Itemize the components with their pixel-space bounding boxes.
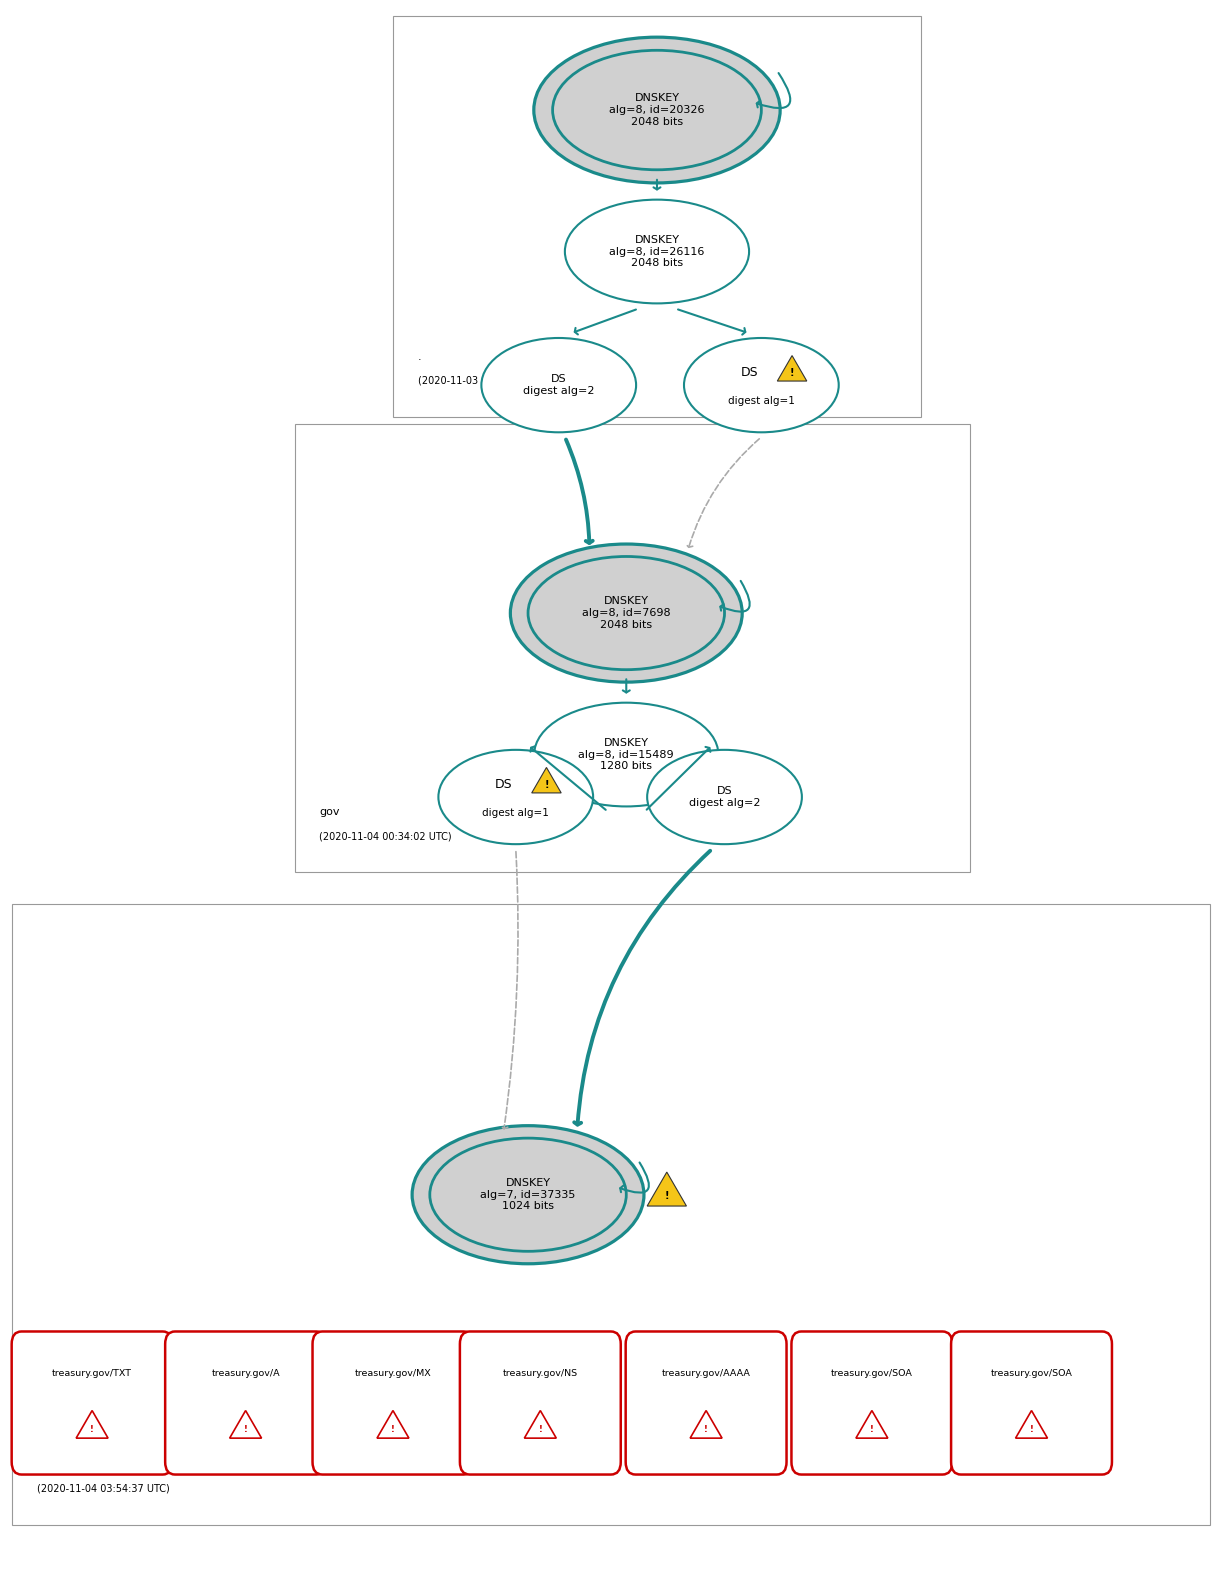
Polygon shape: [1016, 1410, 1047, 1438]
Ellipse shape: [413, 1126, 643, 1264]
Text: DNSKEY
alg=8, id=7698
2048 bits: DNSKEY alg=8, id=7698 2048 bits: [582, 596, 670, 630]
Text: (2020-11-04 00:34:02 UTC): (2020-11-04 00:34:02 UTC): [319, 832, 452, 841]
Text: DS
digest alg=2: DS digest alg=2: [689, 786, 760, 808]
Text: treasury.gov/TXT: treasury.gov/TXT: [52, 1369, 133, 1379]
Ellipse shape: [684, 338, 839, 432]
Ellipse shape: [647, 750, 802, 844]
Text: treasury.gov/SOA: treasury.gov/SOA: [831, 1369, 912, 1379]
Text: treasury.gov/NS: treasury.gov/NS: [502, 1369, 578, 1379]
Text: !: !: [544, 780, 549, 791]
FancyBboxPatch shape: [393, 16, 921, 417]
Text: DNSKEY
alg=8, id=20326
2048 bits: DNSKEY alg=8, id=20326 2048 bits: [609, 93, 705, 127]
Ellipse shape: [511, 544, 742, 682]
Polygon shape: [524, 1410, 556, 1438]
Ellipse shape: [430, 1138, 626, 1251]
Text: !: !: [704, 1426, 709, 1434]
Polygon shape: [532, 767, 561, 792]
Polygon shape: [856, 1410, 888, 1438]
Text: DNSKEY
alg=8, id=26116
2048 bits: DNSKEY alg=8, id=26116 2048 bits: [609, 234, 705, 269]
Ellipse shape: [553, 50, 761, 170]
Text: DS: DS: [495, 778, 512, 791]
Ellipse shape: [438, 750, 593, 844]
Polygon shape: [76, 1410, 108, 1438]
Text: .: .: [418, 352, 421, 362]
FancyBboxPatch shape: [952, 1331, 1113, 1475]
Text: !: !: [790, 368, 795, 379]
Ellipse shape: [481, 338, 636, 432]
Text: digest alg=1: digest alg=1: [728, 396, 795, 406]
FancyBboxPatch shape: [11, 1331, 172, 1475]
Ellipse shape: [528, 556, 725, 670]
Text: DS: DS: [740, 366, 758, 379]
FancyBboxPatch shape: [460, 1331, 621, 1475]
Text: !: !: [391, 1426, 395, 1434]
Polygon shape: [690, 1410, 722, 1438]
Text: treasury.gov/MX: treasury.gov/MX: [355, 1369, 431, 1379]
Text: treasury.gov/SOA: treasury.gov/SOA: [991, 1369, 1072, 1379]
Text: (2020-11-03 23 11:32 UTC): (2020-11-03 23 11:32 UTC): [418, 376, 550, 385]
Text: !: !: [538, 1426, 543, 1434]
Ellipse shape: [534, 38, 780, 182]
Text: DNSKEY
alg=7, id=37335
1024 bits: DNSKEY alg=7, id=37335 1024 bits: [480, 1177, 576, 1212]
Polygon shape: [377, 1410, 409, 1438]
Text: !: !: [90, 1426, 95, 1434]
Text: DS
digest alg=2: DS digest alg=2: [523, 374, 594, 396]
Text: DNSKEY
alg=8, id=15489
1280 bits: DNSKEY alg=8, id=15489 1280 bits: [578, 737, 674, 772]
Text: !: !: [1029, 1426, 1034, 1434]
Text: digest alg=1: digest alg=1: [483, 808, 549, 817]
Ellipse shape: [565, 200, 749, 303]
FancyBboxPatch shape: [295, 424, 970, 872]
FancyBboxPatch shape: [312, 1331, 474, 1475]
Polygon shape: [647, 1173, 686, 1206]
Text: !: !: [243, 1426, 248, 1434]
Text: !: !: [664, 1192, 669, 1201]
Ellipse shape: [534, 703, 718, 806]
Text: treasury.gov/AAAA: treasury.gov/AAAA: [662, 1369, 750, 1379]
FancyBboxPatch shape: [791, 1331, 953, 1475]
Text: !: !: [869, 1426, 874, 1434]
Polygon shape: [777, 355, 807, 380]
FancyBboxPatch shape: [625, 1331, 787, 1475]
Text: (2020-11-04 03:54:37 UTC): (2020-11-04 03:54:37 UTC): [37, 1484, 169, 1493]
Text: gov: gov: [319, 808, 340, 817]
Text: treasury.gov/A: treasury.gov/A: [211, 1369, 280, 1379]
FancyBboxPatch shape: [165, 1331, 327, 1475]
Text: treasury.gov: treasury.gov: [37, 1460, 106, 1470]
Polygon shape: [230, 1410, 262, 1438]
FancyBboxPatch shape: [12, 904, 1210, 1525]
